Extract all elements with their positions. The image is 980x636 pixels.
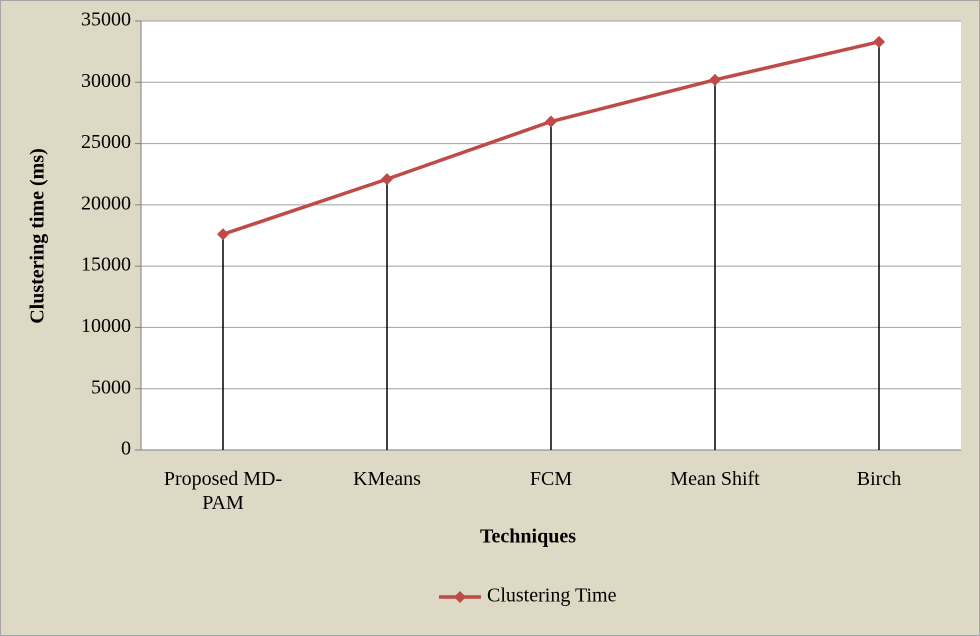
y-tick-label: 0	[121, 438, 131, 460]
x-tick-label: FCM	[529, 468, 573, 490]
y-tick-label: 10000	[81, 315, 131, 337]
x-tick-label: KMeans	[353, 468, 421, 490]
y-tick-label: 30000	[81, 70, 131, 92]
y-tick-label: 25000	[81, 131, 131, 153]
data-point	[545, 115, 557, 128]
y-tick-label: 20000	[81, 192, 131, 214]
data-point	[381, 173, 393, 186]
data-point	[873, 35, 885, 48]
legend-label: Clustering Time	[487, 585, 617, 607]
y-tick-label: 5000	[91, 376, 131, 398]
y-tick-label: 35000	[81, 9, 131, 31]
x-axis-title: Techniques	[480, 526, 576, 548]
x-tick-label: Mean Shift	[670, 468, 760, 490]
data-point	[709, 73, 721, 86]
data-point	[217, 228, 229, 241]
y-tick-label: 15000	[81, 254, 131, 276]
legend-marker	[454, 591, 466, 603]
y-axis-title: Clustering time (ms)	[27, 148, 49, 324]
x-tick-label: Proposed MD-PAM	[163, 468, 283, 514]
x-tick-label: Birch	[856, 468, 902, 490]
